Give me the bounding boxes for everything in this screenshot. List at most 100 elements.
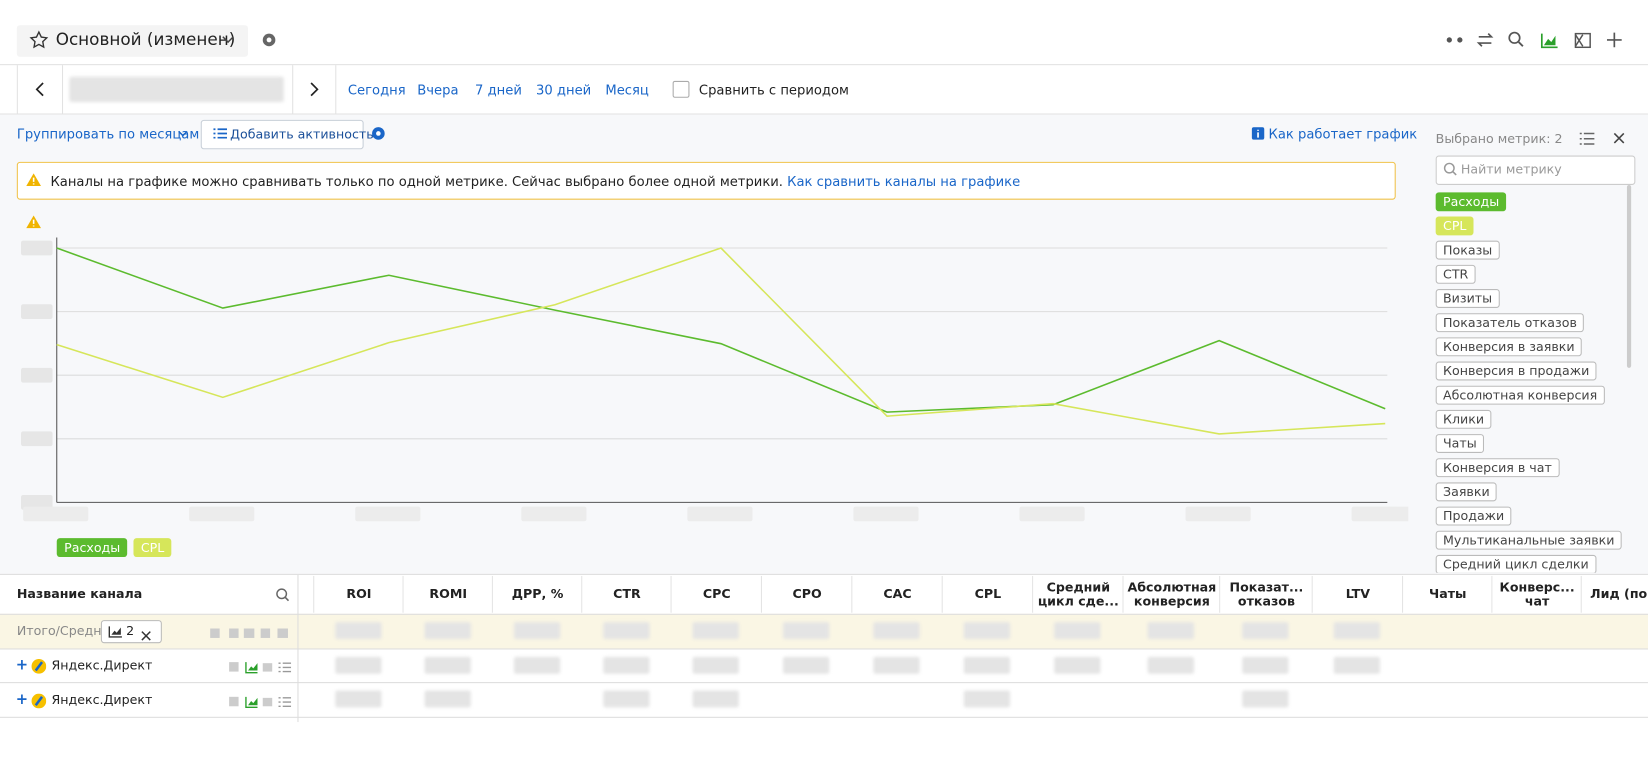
metric-item[interactable]: Конверсия в чат [1435,458,1560,478]
cell-value-blurred [692,622,739,640]
next-button[interactable] [292,65,337,114]
help-link[interactable]: Как работает график [1268,126,1418,142]
metric-item[interactable]: Абсолютная конверсия [1435,385,1605,405]
metric-item[interactable]: Показатель отказов [1435,313,1585,333]
settings-icon[interactable] [260,30,279,49]
row-actions[interactable] [228,658,292,678]
expand-button[interactable]: + [15,656,29,674]
column-header[interactable]: ДРР, % [491,575,582,613]
cell-value-blurred [602,622,649,640]
metric-item[interactable]: Показы [1435,240,1500,260]
x-tick-label-blurred [1185,506,1251,522]
legend-item[interactable]: Расходы [56,538,128,558]
column-header[interactable]: ROI [313,575,403,613]
cell-value-blurred [873,622,920,640]
expand-button[interactable]: + [15,691,29,709]
cell-value-blurred [873,656,920,674]
divider [0,64,1648,66]
cell-value-blurred [334,622,381,640]
metric-search[interactable] [1435,155,1636,185]
legend-item[interactable]: CPL [133,538,172,558]
period-link[interactable]: Вчера [417,81,459,98]
add-activity-button[interactable] [200,119,364,150]
search-icon[interactable] [275,586,290,606]
y-tick-label-blurred [21,495,53,510]
total-label: Итого/Среднее [16,623,117,638]
column-header[interactable]: CPC [670,575,762,613]
remove-icon[interactable] [141,625,152,645]
column-header[interactable]: LTV [1311,575,1403,613]
compare-label[interactable]: Сравнить с периодом [698,81,849,98]
warning-box [16,161,1396,200]
fixed-column-border [297,574,299,723]
metric-selected[interactable]: Расходы [1435,192,1507,212]
metric-item[interactable]: Клики [1435,409,1492,429]
cell-value-blurred [424,656,471,674]
cell-value-blurred [602,690,649,708]
column-header[interactable]: Абсолютная конверсия [1122,575,1220,613]
row-actions[interactable] [228,693,292,713]
metric-item[interactable]: Продажи [1435,506,1512,526]
row-actions[interactable] [208,624,292,644]
channel-name[interactable]: Яндекс.Директ [51,692,153,708]
column-header[interactable]: Показат... отказов [1219,575,1313,613]
add-activity-label[interactable]: Добавить активность [230,127,374,142]
total-count: 2 [126,623,135,638]
prev-button[interactable] [16,65,64,114]
cell-value-blurred [963,690,1011,708]
cell-value-blurred [963,622,1011,640]
column-header[interactable]: Лид (по... [1580,575,1648,613]
list-icon [213,128,228,139]
period-link[interactable]: Месяц [605,81,649,98]
chart-settings-icon[interactable] [370,125,387,142]
channel-name[interactable]: Яндекс.Директ [51,657,153,673]
x-tick-label-blurred [853,506,919,522]
metrics-panel-title: Выбрано метрик: 2 [1435,131,1563,147]
report-title[interactable]: Основной (изменен) [55,29,236,50]
row-border [0,716,1648,718]
period-link[interactable]: 30 дней [536,81,592,98]
column-header[interactable]: CAC [851,575,942,613]
column-header[interactable]: Чаты [1402,575,1492,613]
date-range[interactable] [69,76,284,102]
warning-icon [26,173,41,187]
total-chart-chip[interactable] [100,620,162,644]
column-header[interactable]: Название канала [16,586,143,602]
column-header[interactable]: CPL [941,575,1033,613]
toolbar-icons[interactable] [1445,30,1624,49]
warning-link[interactable]: Как сравнить каналы на графике [787,173,1021,190]
divider [0,113,1648,115]
metric-item[interactable]: Конверсия в заявки [1435,337,1582,357]
column-header[interactable]: Конверс... чат [1491,575,1581,613]
metric-item[interactable]: Конверсия в продажи [1435,361,1597,381]
period-link[interactable]: Сегодня [347,81,406,98]
x-tick-label-blurred [355,506,421,522]
dropdown-icon[interactable] [221,35,236,46]
star-icon[interactable] [29,30,49,49]
metric-search-placeholder: Найти метрику [1460,161,1562,177]
group-selector[interactable]: Группировать по месяцам [16,126,200,142]
panel-icons[interactable] [1579,131,1627,146]
compare-checkbox[interactable] [672,80,690,98]
metric-item[interactable]: CTR [1435,264,1476,284]
column-header[interactable]: CTR [581,575,671,613]
metric-item[interactable]: Чаты [1435,434,1485,453]
cell-value-blurred [424,622,471,640]
cell-value-blurred [1147,622,1194,640]
y-tick-label-blurred [21,367,53,383]
metric-item[interactable]: Визиты [1435,289,1500,308]
metric-item[interactable]: Мультиканальные заявки [1435,530,1622,550]
info-icon [1251,127,1265,140]
period-link[interactable]: 7 дней [475,81,522,98]
column-header[interactable]: CPO [760,575,852,613]
column-header[interactable]: ROMI [402,575,493,613]
metric-item[interactable]: Средний цикл сделки [1435,554,1597,573]
x-tick-label-blurred [1351,506,1409,522]
metric-selected[interactable]: CPL [1435,216,1474,236]
column-header[interactable]: Средний цикл сде... [1032,575,1123,613]
chart [21,237,1409,522]
cell-value-blurred [782,622,830,640]
cell-value-blurred [692,656,739,674]
metric-item[interactable]: Заявки [1435,482,1498,502]
